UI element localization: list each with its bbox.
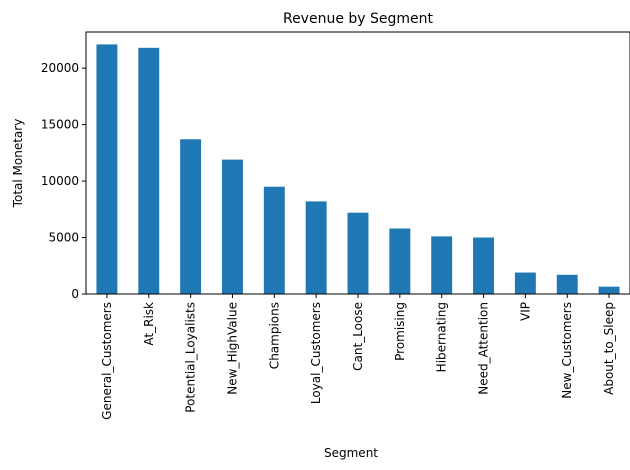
bar-new_customers bbox=[556, 274, 578, 294]
y-axis-ticks: 0 5000 10000 15000 20000 bbox=[41, 61, 86, 301]
y-tick-label: 10000 bbox=[41, 174, 79, 188]
x-tick-label: Hibernating bbox=[435, 302, 449, 372]
x-tick-label: General_Customers bbox=[100, 302, 114, 420]
x-tick-label: Promising bbox=[393, 302, 407, 361]
bar-potential_loyalists bbox=[180, 139, 202, 294]
bar-loyal_customers bbox=[305, 201, 327, 294]
x-tick-label: Loyal_Customers bbox=[309, 302, 323, 404]
y-tick-label: 20000 bbox=[41, 61, 79, 75]
y-tick-label: 15000 bbox=[41, 118, 79, 132]
x-tick-label: Potential_Loyalists bbox=[184, 302, 198, 413]
bar-champions bbox=[263, 186, 285, 294]
y-tick-label: 5000 bbox=[48, 231, 79, 245]
x-tick-label: New_Customers bbox=[560, 302, 574, 399]
plot-frame bbox=[85, 31, 630, 295]
bar-new_highvalue bbox=[222, 159, 243, 294]
bar-about_to_sleep bbox=[598, 286, 620, 294]
bar-hibernating bbox=[431, 236, 453, 294]
bar-at_risk bbox=[138, 47, 160, 294]
y-axis-label: Total Monetary bbox=[11, 119, 25, 209]
x-tick-label: New_HighValue bbox=[225, 302, 239, 395]
x-axis-label: Segment bbox=[324, 446, 378, 460]
y-tick-label: 0 bbox=[71, 287, 79, 301]
bar-need_attention bbox=[473, 237, 494, 294]
bars-group bbox=[96, 44, 620, 295]
x-tick-label: VIP bbox=[518, 302, 532, 321]
x-axis-ticks: General_Customers At_Risk Potential_Loyali… bbox=[100, 294, 616, 420]
x-tick-label: At_Risk bbox=[142, 302, 156, 346]
x-tick-label: Champions bbox=[267, 302, 281, 369]
bar-general_customers bbox=[96, 44, 118, 295]
x-tick-label: Need_Attention bbox=[477, 302, 491, 395]
bar-cant_loose bbox=[347, 212, 369, 294]
bar-vip bbox=[514, 272, 536, 294]
x-tick-label: Cant_Loose bbox=[351, 302, 365, 371]
bar-promising bbox=[389, 228, 411, 294]
chart-title: Revenue by Segment bbox=[283, 11, 434, 27]
x-tick-label: About_to_Sleep bbox=[602, 302, 616, 395]
